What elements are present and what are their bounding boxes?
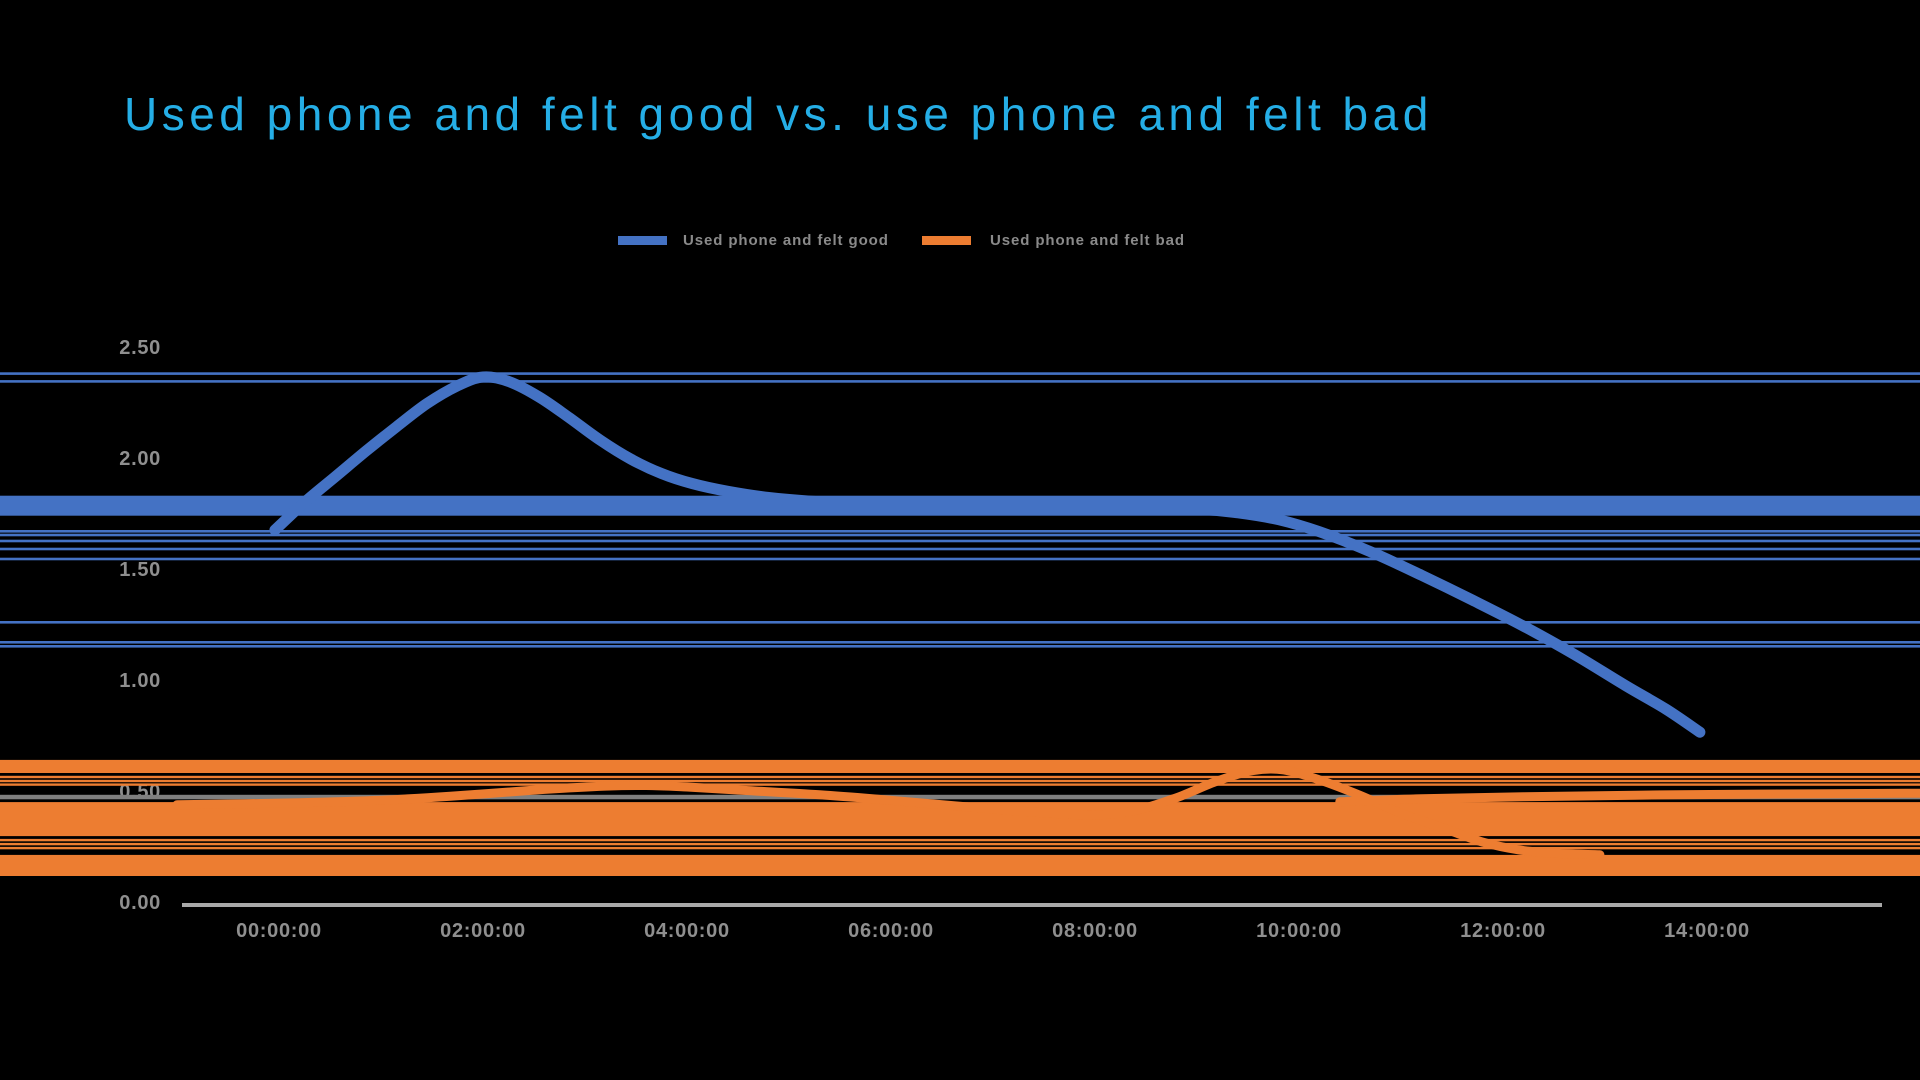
orange-horizontal-trace <box>0 842 1920 846</box>
x-axis-label: 04:00:00 <box>644 920 730 942</box>
orange-horizontal-trace <box>0 775 1920 779</box>
x-axis-label: 08:00:00 <box>1052 920 1138 942</box>
x-axis-label: 12:00:00 <box>1460 920 1546 942</box>
blue-horizontal-trace <box>0 645 1920 648</box>
x-axis-label: 14:00:00 <box>1664 920 1750 942</box>
x-axis-label: 00:00:00 <box>236 920 322 942</box>
x-axis-label: 02:00:00 <box>440 920 526 942</box>
orange-band <box>0 759 1920 773</box>
blue-horizontal-trace <box>0 539 1920 543</box>
y-axis-label: 1.50 <box>119 559 161 581</box>
blue-horizontal-trace <box>0 533 1920 537</box>
series-line-felt-bad <box>172 764 1605 860</box>
blue-horizontal-trace <box>0 380 1920 383</box>
blue-horizontal-trace <box>0 547 1920 551</box>
orange-horizontal-trace <box>0 783 1920 786</box>
x-axis-line <box>182 903 1882 907</box>
legend-swatch-orange <box>922 235 971 245</box>
orange-horizontal-trace <box>0 779 1920 783</box>
orange-band <box>0 854 1920 876</box>
y-axis-label: 2.00 <box>119 448 161 470</box>
blue-horizontal-trace <box>0 641 1920 644</box>
blue-horizontal-trace <box>0 372 1920 375</box>
series-line-felt-good <box>269 371 1706 738</box>
legend-item-bad: Used phone and felt bad <box>922 228 1185 252</box>
x-axis-label: 06:00:00 <box>848 920 934 942</box>
y-axis-label: 1.00 <box>119 670 161 692</box>
y-axis-label: 2.50 <box>119 337 161 359</box>
legend-label-bad: Used phone and felt bad <box>990 231 1185 249</box>
legend-item-good: Used phone and felt good <box>618 228 889 252</box>
legend-label-good: Used phone and felt good <box>683 231 889 249</box>
chart-title: Used phone and felt good vs. use phone a… <box>124 88 1433 140</box>
series-line-felt-bad-upper <box>1335 788 1920 807</box>
orange-horizontal-trace <box>0 838 1920 842</box>
x-axis-label: 10:00:00 <box>1256 920 1342 942</box>
blue-horizontal-trace <box>0 621 1920 624</box>
blue-horizontal-trace <box>0 530 1920 533</box>
blue-horizontal-trace <box>0 557 1920 561</box>
gray-horizontal-trace <box>0 794 1920 800</box>
orange-horizontal-trace <box>0 846 1920 850</box>
y-axis-label: 0.00 <box>119 892 161 914</box>
legend-swatch-blue <box>618 235 667 245</box>
